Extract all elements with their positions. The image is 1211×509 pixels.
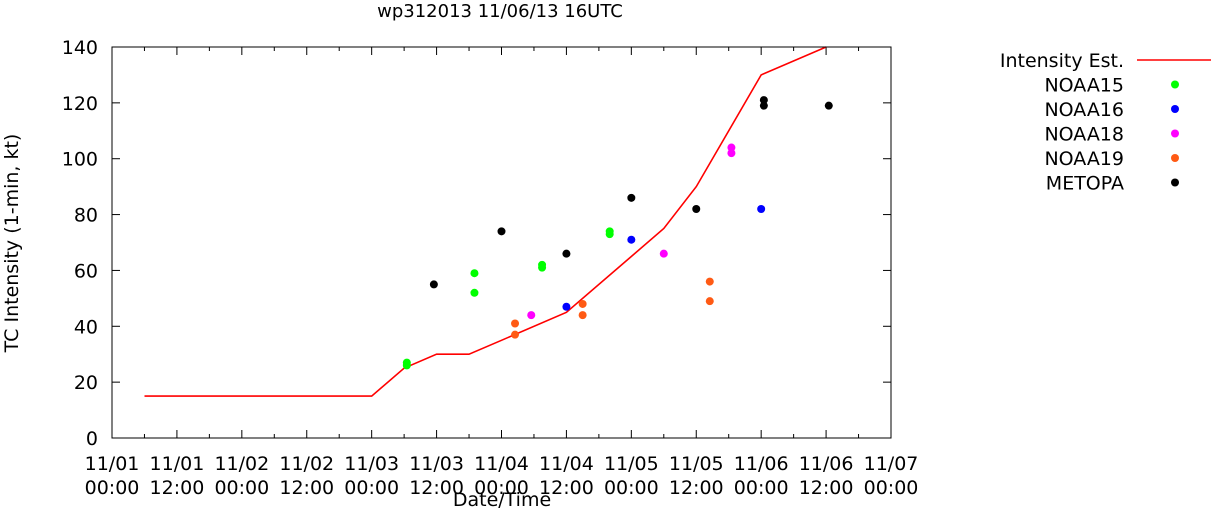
- x-tick-label-date: 11/06: [799, 453, 854, 475]
- noaa19-point: [705, 297, 714, 306]
- noaa15-point: [605, 230, 614, 239]
- noaa15-point: [402, 361, 411, 370]
- y-tick-label: 80: [74, 205, 98, 227]
- x-tick-label-date: 11/07: [864, 453, 919, 475]
- x-tick-label-time: 12:00: [799, 477, 854, 499]
- y-tick-labels: 0 20 40 60 80 100 120 140: [62, 37, 98, 450]
- x-tick-label-time: 00:00: [85, 477, 140, 499]
- legend-label: NOAA18: [1044, 124, 1124, 146]
- x-tick-label-date: 11/05: [669, 453, 724, 475]
- noaa19-point: [511, 330, 520, 339]
- x-tick-label-time: 00:00: [344, 477, 399, 499]
- x-tick-label-date: 11/03: [409, 453, 464, 475]
- y-tick-label: 40: [74, 316, 98, 338]
- y-axis-title: TC Intensity (1-min, kt): [1, 134, 23, 354]
- legend-swatch-point: [1171, 154, 1179, 162]
- noaa19-point: [578, 299, 587, 308]
- noaa18-point: [659, 249, 668, 258]
- noaa19-point: [705, 277, 714, 286]
- metopa-point: [429, 280, 438, 289]
- noaa15-point: [470, 269, 479, 278]
- metopa-point: [497, 227, 506, 236]
- x-tick-label-date: 11/01: [85, 453, 140, 475]
- metopa-point: [824, 101, 833, 110]
- x-axis-title: Date/Time: [453, 489, 551, 509]
- x-tick-label-date: 11/04: [474, 453, 529, 475]
- legend-label: NOAA16: [1044, 99, 1124, 121]
- noaa15-point: [470, 288, 479, 297]
- noaa19-point: [511, 319, 520, 328]
- intensity-est-line: [144, 46, 827, 397]
- x-tick-label-date: 11/06: [734, 453, 789, 475]
- noaa19-point: [578, 311, 587, 320]
- metopa-point: [759, 101, 768, 110]
- x-tick-label-time: 12:00: [150, 477, 205, 499]
- metopa-point: [562, 249, 571, 258]
- y-tick-label: 60: [74, 260, 98, 282]
- y-tick-label: 20: [74, 372, 98, 394]
- noaa18-point: [527, 311, 536, 320]
- noaa18-point: [727, 143, 736, 152]
- legend-swatch-point: [1171, 80, 1179, 89]
- x-tick-label-time: 00:00: [864, 477, 919, 499]
- legend-label: NOAA15: [1044, 75, 1124, 97]
- noaa18-point: [727, 149, 736, 158]
- metopa-point: [759, 96, 768, 105]
- x-tick-label-time: 00:00: [734, 477, 789, 499]
- x-tick-label-time: 00:00: [214, 477, 269, 499]
- y-tick-label: 140: [62, 37, 98, 59]
- x-tick-label-date: 11/02: [214, 453, 269, 475]
- y-tick-label: 0: [86, 428, 98, 450]
- x-tick-label-date: 11/05: [604, 453, 659, 475]
- metopa-point: [627, 193, 636, 202]
- noaa16-point: [627, 235, 636, 244]
- legend-label: NOAA19: [1044, 148, 1124, 170]
- x-tick-label-date: 11/02: [279, 453, 334, 475]
- legend-swatch-point: [1171, 105, 1179, 113]
- chart-title: wp312013 11/06/13 16UTC: [377, 1, 623, 22]
- metopa-point: [692, 204, 701, 213]
- noaa15-point: [538, 263, 547, 272]
- x-tick-label-date: 11/04: [539, 453, 594, 475]
- legend-label: Intensity Est.: [1000, 50, 1124, 72]
- plot-frame: [111, 46, 892, 439]
- axis-ticks: [111, 46, 892, 439]
- y-tick-label: 100: [62, 149, 98, 171]
- x-tick-label-date: 11/01: [150, 453, 205, 475]
- x-tick-label-time: 12:00: [669, 477, 724, 499]
- legend-label: METOPA: [1046, 173, 1124, 195]
- legend-swatch-point: [1171, 129, 1179, 138]
- x-tick-labels: 11/0100:0011/0112:0011/0200:0011/0212:00…: [85, 453, 919, 499]
- legend-swatch-point: [1171, 178, 1179, 187]
- x-tick-label-time: 00:00: [604, 477, 659, 499]
- noaa16-point: [757, 204, 766, 213]
- series-layer: [144, 46, 833, 397]
- x-tick-label-time: 12:00: [279, 477, 334, 499]
- noaa16-point: [562, 302, 571, 311]
- x-tick-label-date: 11/03: [344, 453, 399, 475]
- x-tick-label-time: 12:00: [409, 477, 464, 499]
- x-tick-label-time: 00:00: [474, 477, 529, 499]
- x-tick-label-time: 12:00: [539, 477, 594, 499]
- y-tick-label: 120: [62, 93, 98, 115]
